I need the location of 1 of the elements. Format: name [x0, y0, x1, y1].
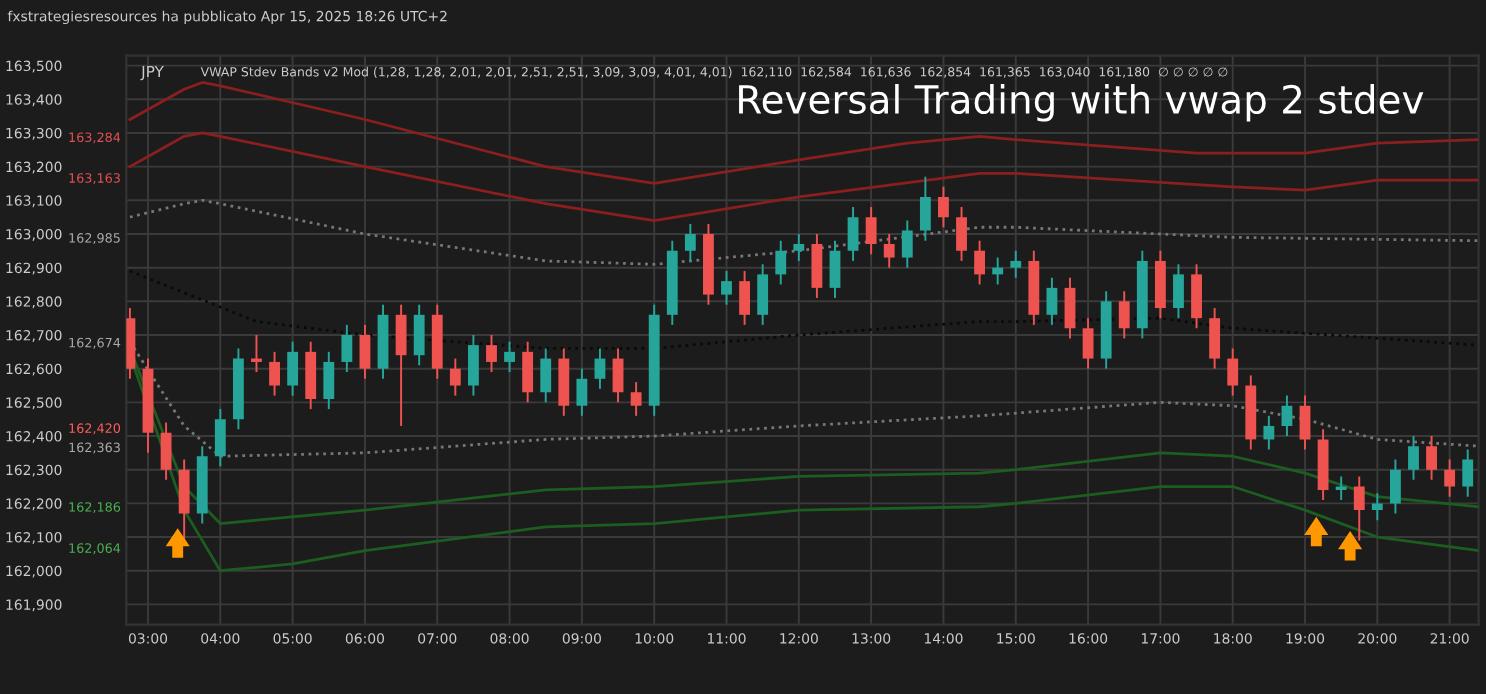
text: Reversal Trading with vwap 2 stdev	[739, 83, 1424, 122]
